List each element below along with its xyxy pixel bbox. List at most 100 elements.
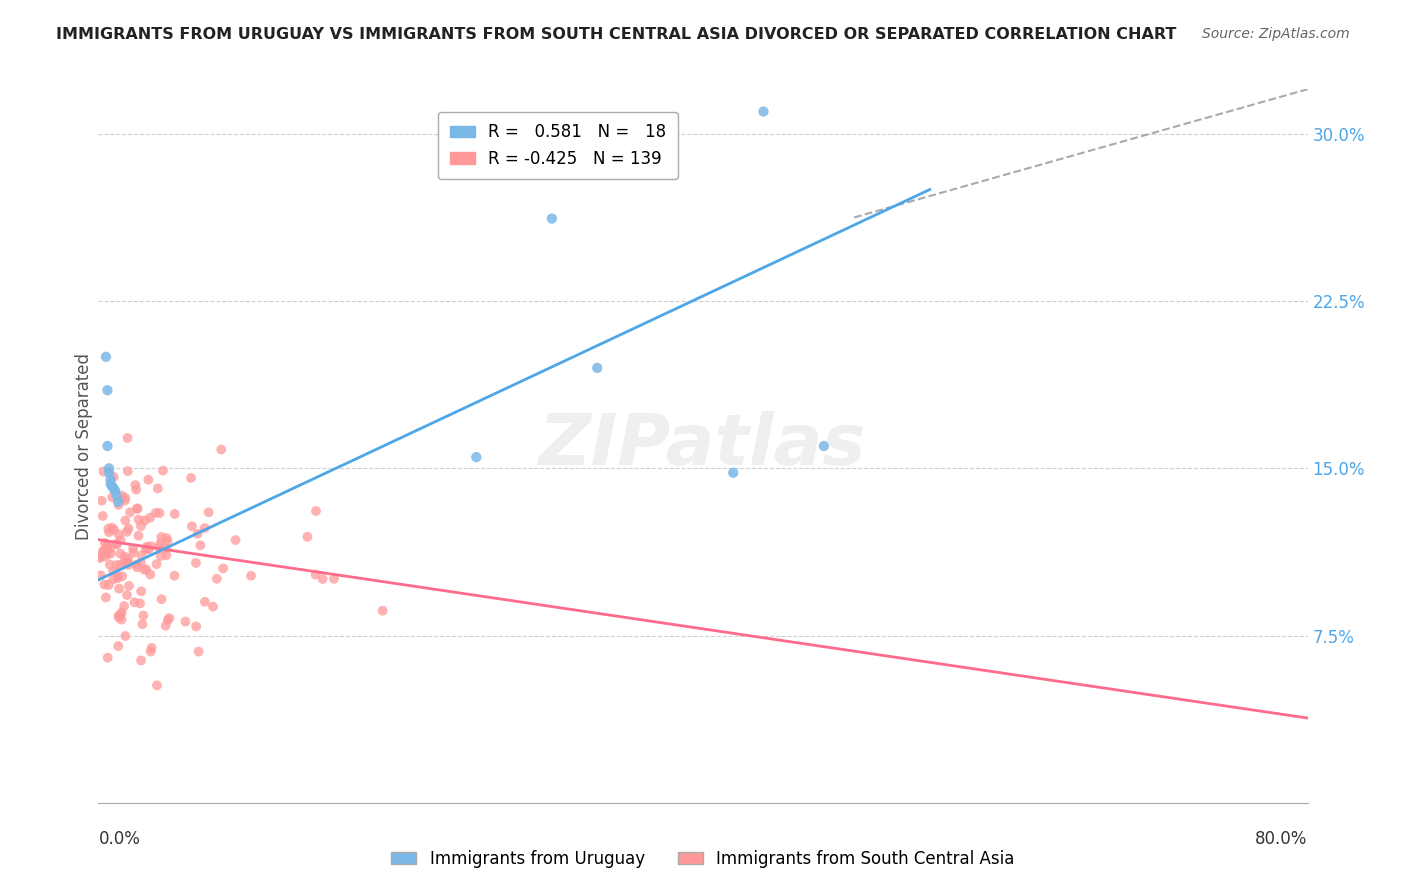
Point: [110, 613, 132, 627]
Point: [163, 507, 186, 521]
Point: [197, 505, 219, 519]
Point: [96, 384, 118, 398]
Point: [110, 533, 132, 548]
Point: [94, 591, 117, 605]
Point: [105, 488, 128, 502]
Point: [139, 644, 162, 658]
Point: [97, 650, 120, 665]
Point: [98, 461, 121, 475]
Point: [240, 568, 263, 582]
Point: [127, 501, 149, 516]
Point: [105, 537, 128, 551]
Point: [813, 439, 835, 453]
Point: [129, 556, 152, 570]
Point: [107, 498, 129, 512]
Point: [101, 479, 124, 493]
Point: [103, 470, 125, 484]
Point: [149, 536, 172, 550]
Point: [101, 490, 124, 504]
Point: [101, 521, 124, 535]
Point: [155, 619, 177, 633]
Point: [101, 573, 124, 587]
Point: [105, 537, 128, 551]
Point: [752, 104, 775, 119]
Point: [115, 524, 138, 539]
Point: [131, 548, 153, 562]
Point: [145, 557, 167, 571]
Point: [110, 547, 132, 561]
Point: [114, 549, 136, 564]
Point: [117, 552, 139, 566]
Point: [305, 504, 328, 518]
Point: [112, 599, 135, 613]
Point: [94, 549, 117, 564]
Point: [97, 578, 120, 592]
Point: [114, 491, 136, 505]
Point: [107, 608, 129, 623]
Point: [96, 539, 118, 553]
Point: [465, 450, 488, 464]
Point: [132, 608, 155, 623]
Point: [304, 567, 326, 582]
Point: [323, 572, 346, 586]
Point: [139, 510, 162, 524]
Y-axis label: Divorced or Separated: Divorced or Separated: [75, 352, 93, 540]
Point: [89, 550, 111, 565]
Point: [150, 530, 173, 544]
Point: [723, 466, 745, 480]
Point: [194, 521, 217, 535]
Point: [98, 558, 121, 572]
Point: [94, 350, 117, 364]
Point: [128, 529, 150, 543]
Point: [187, 526, 209, 541]
Point: [201, 599, 224, 614]
Point: [117, 464, 139, 478]
Point: [155, 548, 177, 562]
Point: [107, 494, 129, 508]
Point: [138, 473, 160, 487]
Point: [225, 533, 247, 547]
Point: [104, 483, 127, 498]
Point: [114, 514, 136, 528]
Point: [115, 588, 138, 602]
Point: [174, 615, 197, 629]
Point: [148, 506, 170, 520]
Point: [209, 442, 232, 457]
Point: [114, 493, 136, 508]
Point: [107, 639, 129, 653]
Point: [129, 584, 152, 599]
Point: [125, 483, 148, 497]
Point: [93, 577, 115, 591]
Point: [91, 508, 114, 523]
Point: [129, 596, 152, 610]
Point: [155, 531, 177, 545]
Point: [146, 482, 169, 496]
Point: [205, 572, 228, 586]
Point: [180, 519, 202, 533]
Point: [117, 522, 139, 536]
Point: [107, 569, 129, 583]
Point: [98, 525, 121, 540]
Point: [96, 540, 118, 554]
Point: [157, 611, 180, 625]
Point: [114, 555, 136, 569]
Point: [100, 476, 122, 491]
Point: [110, 558, 132, 572]
Point: [156, 534, 179, 549]
Point: [120, 505, 142, 519]
Point: [586, 360, 609, 375]
Point: [139, 567, 162, 582]
Point: [98, 466, 121, 480]
Point: [138, 542, 160, 557]
Point: [103, 564, 125, 578]
Point: [127, 560, 149, 574]
Point: [194, 595, 217, 609]
Point: [134, 513, 156, 527]
Point: [152, 464, 174, 478]
Point: [103, 482, 125, 496]
Point: [148, 540, 170, 554]
Point: [129, 519, 152, 533]
Point: [156, 613, 179, 627]
Point: [94, 536, 117, 550]
Point: [124, 595, 146, 609]
